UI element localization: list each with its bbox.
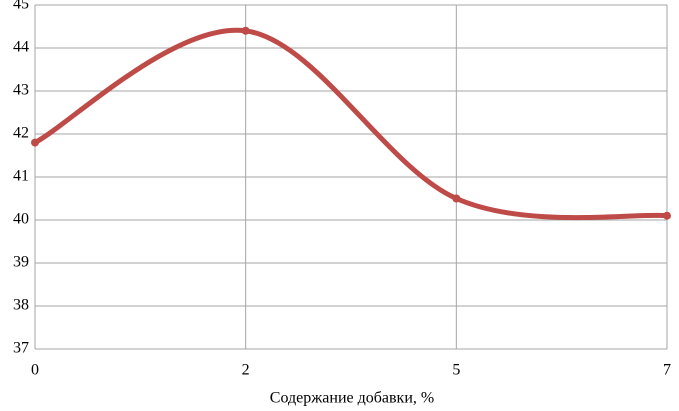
- y-tick-label: 38: [13, 297, 29, 314]
- point-marker: [452, 194, 461, 203]
- y-tick-label: 37: [13, 340, 29, 357]
- x-tick-label: 5: [452, 362, 460, 379]
- y-tick-label: 39: [13, 254, 29, 271]
- y-tick-label: 45: [13, 0, 29, 13]
- series-line: [32, 27, 670, 221]
- x-tick-label: 0: [31, 362, 39, 379]
- point-marker: [31, 138, 39, 147]
- y-tick-label: 42: [13, 125, 29, 142]
- y-tick-label: 40: [13, 211, 29, 228]
- y-tick-label: 44: [13, 39, 29, 56]
- y-tick-label: 41: [13, 168, 29, 185]
- x-tick-label: 7: [663, 362, 671, 379]
- x-tick-label: 2: [242, 362, 250, 379]
- point-marker: [241, 26, 250, 35]
- x-axis-title: Содержание добавки, %: [270, 390, 434, 407]
- y-tick-label: 43: [13, 82, 29, 99]
- point-marker: [663, 211, 671, 220]
